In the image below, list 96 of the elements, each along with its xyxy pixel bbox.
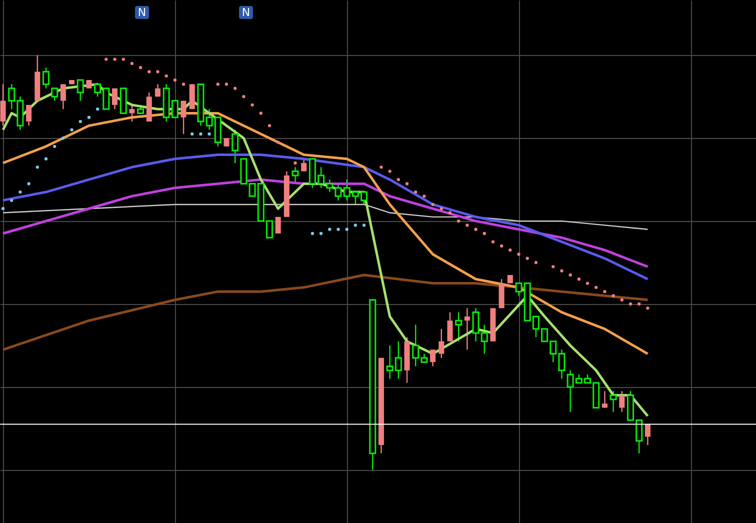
text: N [138,6,146,19]
point [491,240,495,244]
candlestick [447,312,453,342]
candlestick [464,308,470,350]
point [500,244,504,248]
candlestick [42,67,50,89]
point [560,269,564,272]
point [319,232,323,236]
candlestick [438,328,444,359]
candlestick [430,349,436,367]
point [138,66,142,70]
point [448,211,452,214]
point [380,166,383,169]
point [508,248,512,252]
candlestick [60,84,66,110]
point [310,232,314,236]
candlestick [26,104,32,126]
candlestick [129,104,135,122]
point [594,286,598,289]
point [1,207,5,210]
point [603,290,606,294]
point [628,302,632,306]
point [199,132,202,136]
point [276,140,280,144]
point [620,298,624,302]
point [190,132,194,136]
point [268,124,272,128]
point [44,157,48,160]
point [345,228,348,231]
point [216,82,220,86]
point [294,161,297,165]
point [62,136,65,140]
point [96,108,100,111]
point [586,282,590,285]
text: N [242,6,250,19]
candlestick [154,84,160,98]
point [18,190,22,194]
point [526,256,529,260]
point [362,224,366,227]
candlestick [180,100,186,135]
candlestick [232,129,239,164]
point [208,132,211,136]
candlestick [51,88,58,102]
candlestick [455,312,462,342]
point [130,62,134,66]
point [259,112,262,115]
point [534,260,538,264]
point [328,228,332,231]
candlestick [644,424,650,446]
point [414,190,418,194]
point [396,178,400,182]
point [405,182,409,186]
point [466,224,469,227]
point [87,116,91,119]
point [482,232,486,236]
point [113,58,116,61]
point [104,58,108,61]
candlestick [292,166,299,184]
candlestick [619,390,625,412]
point [431,202,434,206]
point [422,194,426,198]
point [70,128,74,132]
point [27,182,30,186]
point [53,144,56,148]
point [148,70,151,74]
point [568,273,572,277]
point [388,170,392,173]
point [156,70,160,74]
point [242,95,246,98]
point [164,74,168,78]
point [457,219,460,223]
point [577,278,581,281]
candlestick [76,79,84,102]
point [10,198,14,202]
point [173,78,177,82]
point [612,294,615,298]
point [182,82,186,86]
candlestick [610,390,617,412]
point [354,224,358,227]
candlestick [112,88,118,110]
candlestick [301,158,307,172]
point [234,86,237,90]
point [36,166,39,169]
point [336,228,340,231]
point [440,207,443,210]
point [474,228,478,231]
point [78,120,82,124]
candlestick [0,84,6,126]
point [122,58,125,61]
point [552,265,555,268]
point [638,302,641,306]
point [250,103,254,107]
point [224,82,228,86]
point [517,252,520,256]
candlestick [602,390,608,408]
point [646,306,650,310]
